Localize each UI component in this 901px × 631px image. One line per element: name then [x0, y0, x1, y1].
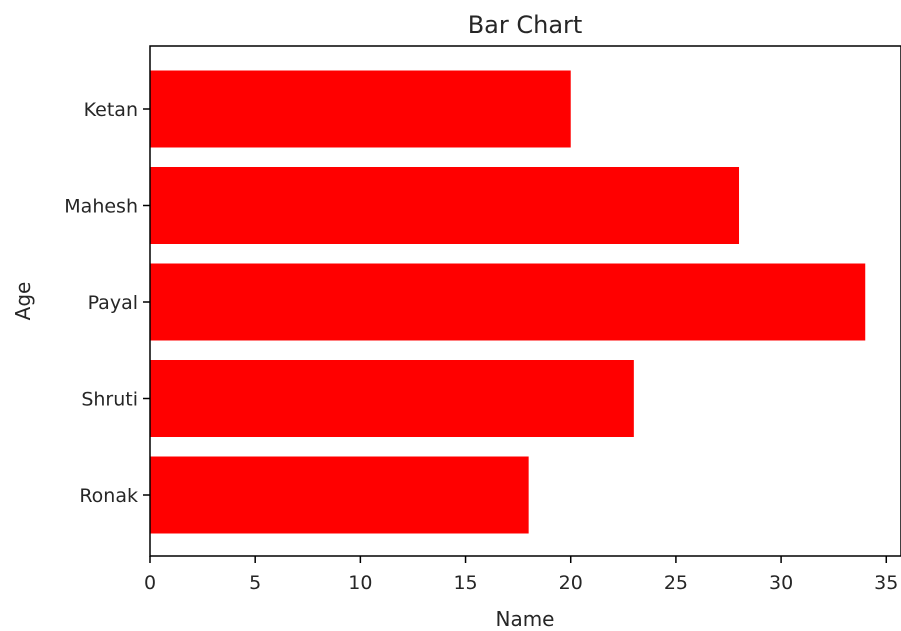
bar-payal: [150, 263, 866, 341]
chart-title: Bar Chart: [468, 11, 583, 39]
bar-ronak: [150, 456, 529, 534]
x-tick-label-30: 30: [769, 572, 793, 594]
bar-ketan: [150, 70, 571, 148]
x-tick-label-25: 25: [664, 572, 688, 594]
y-tick-label-ronak: Ronak: [79, 485, 138, 507]
y-axis-label: Age: [11, 282, 35, 321]
plot-frame: [149, 45, 901, 557]
bar-shruti: [150, 360, 634, 437]
x-axis-label: Name: [495, 607, 554, 631]
x-tick-label-35: 35: [874, 572, 898, 594]
x-tick-label-0: 0: [144, 572, 156, 594]
bars-group: [150, 70, 866, 534]
x-tick-label-20: 20: [559, 572, 583, 594]
x-tick-label-15: 15: [453, 572, 477, 594]
y-tick-label-payal: Payal: [88, 292, 138, 314]
x-tick-label-10: 10: [348, 572, 372, 594]
y-axis-ticks: Ronak Shruti Payal Mahesh Ketan: [64, 99, 150, 507]
y-tick-label-ketan: Ketan: [84, 99, 138, 121]
x-tick-label-5: 5: [249, 572, 261, 594]
y-tick-label-mahesh: Mahesh: [64, 196, 138, 218]
x-axis-ticks: 0 5 10 15 20 25 30 35: [144, 556, 898, 594]
y-tick-label-shruti: Shruti: [81, 389, 138, 411]
bar-mahesh: [150, 167, 740, 244]
